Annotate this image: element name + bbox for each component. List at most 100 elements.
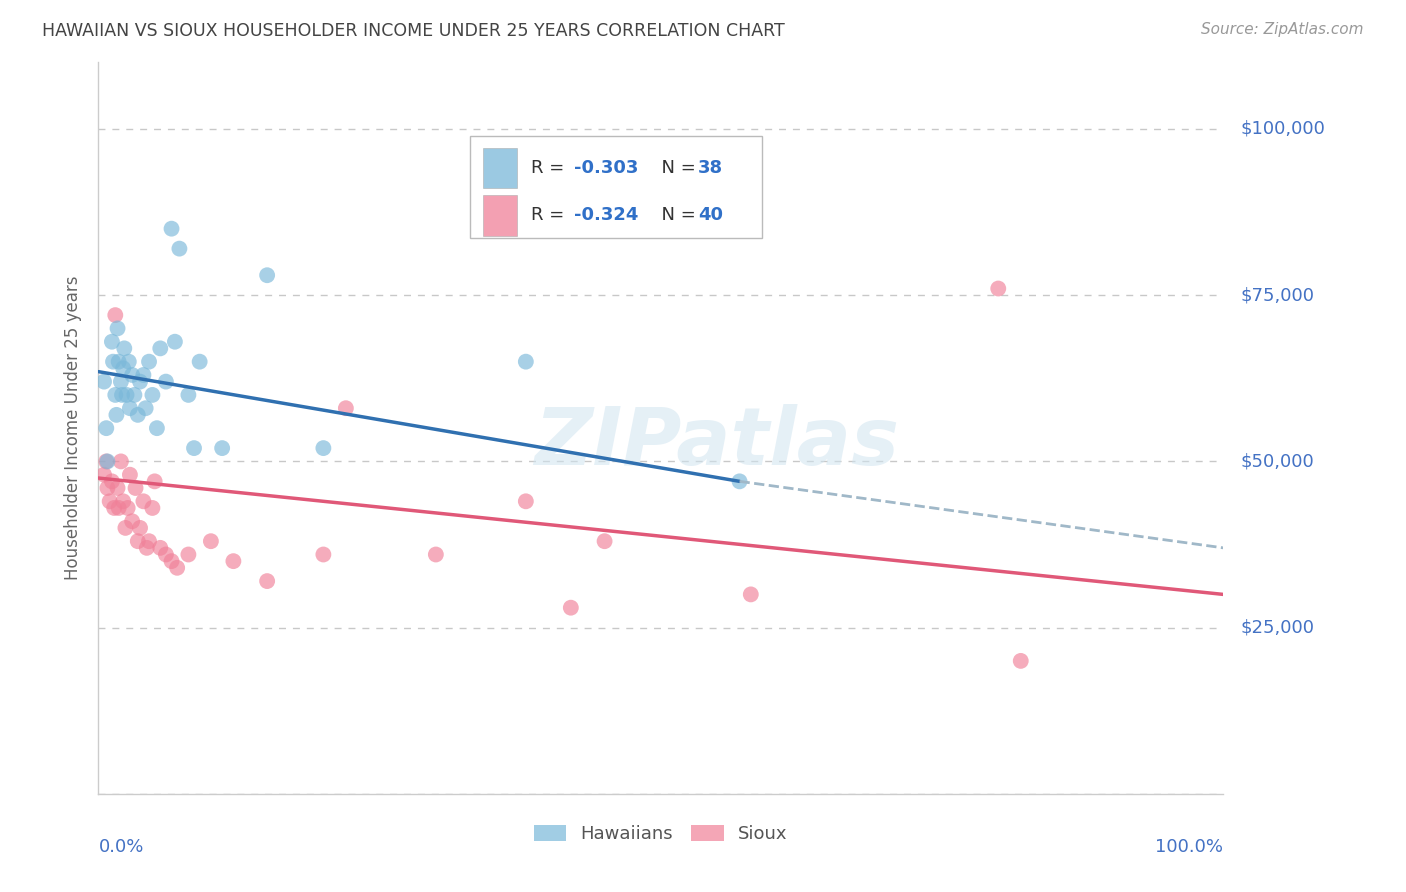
Point: [96, 454, 118, 468]
Point: [135, 541, 157, 555]
Point: [115, 388, 138, 402]
Point: [110, 375, 132, 389]
Point: [728, 475, 751, 489]
Point: [121, 368, 143, 382]
Point: [96, 454, 118, 468]
Point: [132, 368, 155, 382]
Point: [103, 500, 125, 515]
Point: [132, 494, 155, 508]
Point: [135, 401, 157, 416]
Point: [129, 375, 152, 389]
Text: N =: N =: [650, 160, 702, 178]
Point: [515, 354, 537, 368]
Point: [149, 342, 172, 356]
Point: [335, 401, 357, 416]
Text: R =: R =: [531, 206, 571, 225]
Point: [425, 548, 447, 562]
Point: [121, 514, 143, 528]
Point: [155, 548, 177, 562]
Point: [107, 481, 129, 495]
Point: [169, 242, 191, 256]
Point: [112, 342, 135, 356]
Point: [118, 401, 141, 416]
Point: [104, 308, 127, 322]
Point: [163, 334, 186, 349]
Point: [117, 500, 139, 515]
Point: [222, 554, 245, 568]
Point: [141, 500, 163, 515]
Text: R =: R =: [531, 160, 571, 178]
Point: [93, 467, 115, 482]
Point: [146, 421, 169, 435]
Point: [107, 500, 129, 515]
Point: [141, 388, 163, 402]
Point: [96, 481, 118, 495]
Point: [112, 494, 135, 508]
Point: [200, 534, 222, 549]
Point: [256, 574, 278, 588]
Y-axis label: Householder Income Under 25 years: Householder Income Under 25 years: [65, 276, 83, 581]
Text: N =: N =: [650, 206, 702, 225]
Point: [96, 421, 118, 435]
Point: [177, 548, 200, 562]
Text: HAWAIIAN VS SIOUX HOUSEHOLDER INCOME UNDER 25 YEARS CORRELATION CHART: HAWAIIAN VS SIOUX HOUSEHOLDER INCOME UND…: [42, 22, 785, 40]
Point: [111, 388, 134, 402]
Legend: Hawaiians, Sioux: Hawaiians, Sioux: [527, 818, 794, 851]
Point: [114, 521, 136, 535]
Point: [211, 441, 233, 455]
Point: [515, 494, 537, 508]
Point: [98, 494, 121, 508]
Text: -0.324: -0.324: [574, 206, 638, 225]
Point: [740, 587, 762, 601]
Point: [93, 375, 115, 389]
Point: [138, 534, 160, 549]
FancyBboxPatch shape: [470, 136, 762, 238]
Point: [312, 441, 335, 455]
Point: [160, 221, 183, 235]
Point: [124, 388, 146, 402]
Point: [107, 354, 129, 368]
Bar: [484, 148, 517, 188]
Point: [118, 354, 141, 368]
Text: $25,000: $25,000: [1240, 619, 1315, 637]
Point: [104, 388, 127, 402]
Point: [127, 408, 149, 422]
Text: ZIPatlas: ZIPatlas: [534, 404, 900, 482]
Point: [593, 534, 616, 549]
Point: [987, 281, 1010, 295]
Point: [110, 454, 132, 468]
Point: [160, 554, 183, 568]
Text: 40: 40: [697, 206, 723, 225]
Text: $75,000: $75,000: [1240, 286, 1315, 304]
Point: [101, 334, 124, 349]
Point: [105, 408, 128, 422]
Point: [183, 441, 205, 455]
Point: [129, 521, 152, 535]
Point: [143, 475, 166, 489]
Point: [560, 600, 582, 615]
Point: [112, 361, 135, 376]
Point: [188, 354, 211, 368]
Text: $100,000: $100,000: [1240, 120, 1324, 138]
Point: [256, 268, 278, 283]
Point: [177, 388, 200, 402]
Bar: [484, 195, 517, 235]
Point: [127, 534, 149, 549]
Point: [312, 548, 335, 562]
Point: [155, 375, 177, 389]
Text: Source: ZipAtlas.com: Source: ZipAtlas.com: [1201, 22, 1364, 37]
Point: [1010, 654, 1032, 668]
Point: [124, 481, 146, 495]
Point: [149, 541, 172, 555]
Point: [101, 354, 124, 368]
Text: 0.0%: 0.0%: [98, 838, 143, 855]
Point: [118, 467, 141, 482]
Point: [101, 475, 124, 489]
Point: [166, 561, 188, 575]
Text: 100.0%: 100.0%: [1156, 838, 1223, 855]
Text: -0.303: -0.303: [574, 160, 638, 178]
Text: 38: 38: [697, 160, 723, 178]
Text: $50,000: $50,000: [1240, 452, 1313, 470]
Point: [138, 354, 160, 368]
Point: [107, 321, 129, 335]
